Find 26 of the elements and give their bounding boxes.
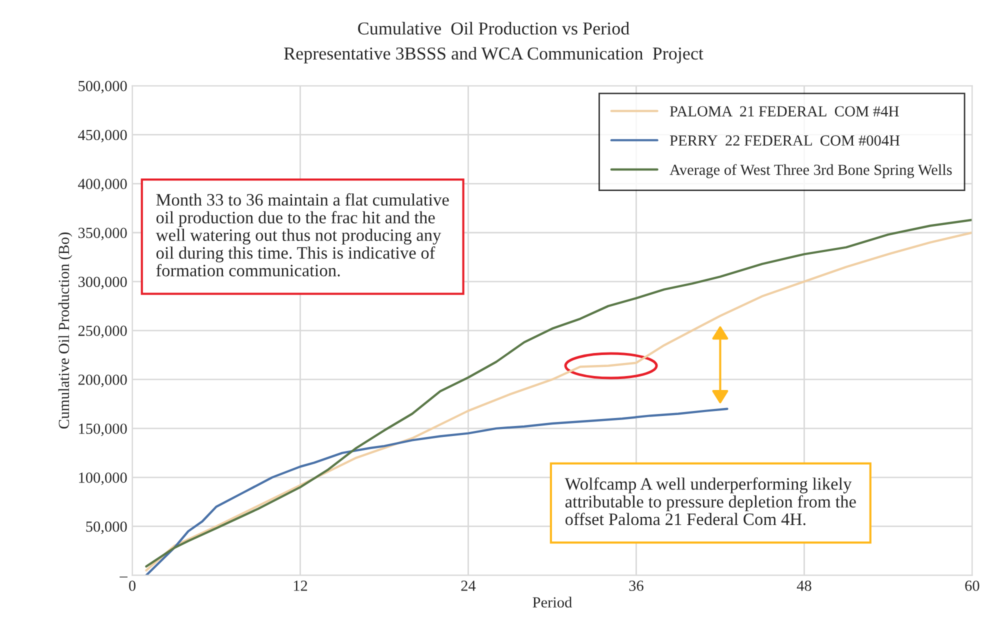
y-tick-label: 100,000 bbox=[79, 472, 127, 486]
x-tick-label: 36 bbox=[629, 580, 644, 591]
chart-title: Cumulative Oil Production vs Period bbox=[358, 22, 630, 35]
x-tick-label: 0 bbox=[129, 580, 136, 591]
chart-subtitle: Representative 3BSSS and WCA Communication Project bbox=[284, 46, 704, 64]
x-tick-label: 60 bbox=[965, 580, 980, 591]
y-tick-label: 150,000 bbox=[79, 424, 127, 436]
annotation: Wolfcamp A well underperforming likely attributable to pressure depletion from the offset Paloma 21 Federal Com 4H. bbox=[564, 477, 856, 526]
y-tick-label: 350,000 bbox=[78, 228, 127, 240]
annotation: Month 33 to 36 maintain a flat cumulative oil production due to the frac hit and the well watering out thus not producing any oil during this time. This is indicative of formation communication. bbox=[156, 193, 449, 276]
y-tick-label: 300,000 bbox=[78, 276, 127, 290]
y-tick-label: 50,000 bbox=[86, 521, 127, 534]
y-tick-label: 400,000 bbox=[78, 178, 127, 192]
x-tick-label: 12 bbox=[294, 580, 308, 591]
y-axis-title: Cumulative Oil Production (Bo) bbox=[58, 232, 72, 429]
legend-label: PERRY 22 FEDERAL COM #004H bbox=[670, 135, 900, 146]
legend-label: PALOMA 21 FEDERAL COM #4H bbox=[670, 106, 899, 116]
y-tick-label: 250,000 bbox=[78, 326, 127, 338]
y-tick-label: 500,000 bbox=[78, 80, 127, 94]
legend-label: Average of West Three 3rd Bone Spring Wells bbox=[670, 164, 952, 178]
x-axis-title: Period bbox=[532, 596, 572, 608]
y-tick-label: 450,000 bbox=[78, 130, 127, 142]
x-tick-label: 24 bbox=[461, 580, 476, 591]
y-tick-label: 200,000 bbox=[78, 374, 127, 388]
y-tick-label: – bbox=[120, 576, 128, 578]
x-tick-label: 48 bbox=[796, 580, 812, 591]
